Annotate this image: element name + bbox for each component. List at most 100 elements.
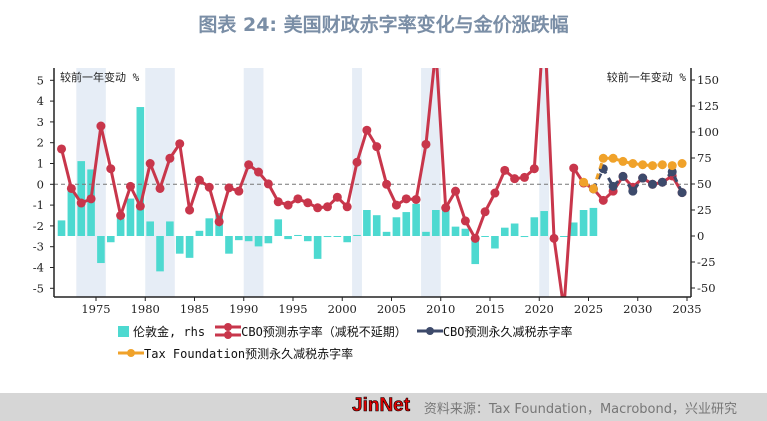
x-tick-label: 1975 [81,302,110,316]
gold-bar [412,203,420,236]
gold-bar [382,231,391,236]
left-tick-label: -4 [33,261,44,275]
data-point [322,202,332,212]
data-point [204,182,214,192]
data-point [106,164,116,174]
data-point [628,186,638,196]
left-tick-label: 2 [37,136,44,150]
gold-bar [363,210,371,236]
gold-bar [343,236,351,243]
recession-band [243,68,264,297]
series-line-2 [592,165,684,194]
legend-swatch-line [215,323,242,339]
gold-bar [185,236,194,258]
footer: 资料来源：Tax Foundation，Macrobond，兴业研究 JinNe… [0,393,767,421]
x-tick-label: 2005 [377,302,406,316]
data-point [303,198,313,208]
left-tick-label: 0 [37,177,44,191]
legend-item-gold: 伦敦金, rhs [118,323,205,340]
data-point [540,13,549,22]
gold-bar [156,236,164,272]
data-point [263,179,273,189]
data-point [677,159,687,168]
data-point [332,192,342,202]
data-point [411,194,421,204]
gold-bar [126,198,135,236]
gold-bar [274,219,283,236]
gold-bar [471,236,480,265]
data-point [667,161,677,171]
data-point [549,233,559,243]
data-point [608,181,618,191]
data-point [500,165,510,175]
right-tick-label: 100 [697,125,719,139]
data-point [135,201,145,211]
gold-bar [313,236,322,259]
gold-bar [225,236,233,254]
data-point [283,200,293,210]
data-point [86,194,96,204]
data-point [145,159,155,168]
data-point [116,211,126,220]
legend-label: CBO预测永久减税赤字率 [442,324,573,339]
gold-bar [461,228,470,236]
data-point [657,177,667,187]
data-point [362,125,372,135]
data-point [648,179,658,189]
data-point [638,160,648,170]
data-point [677,188,687,198]
data-point [667,167,677,177]
gold-bar [402,212,411,236]
data-point [638,173,648,183]
data-point [510,174,520,184]
gold-bar [106,236,115,243]
data-point [431,45,440,54]
data-point [559,305,568,314]
source-note: 资料来源：Tax Foundation，Macrobond，兴业研究 [423,402,737,417]
data-point [470,233,480,243]
gold-bar [540,211,548,236]
legend-swatch-line [118,349,144,357]
data-point [224,183,234,193]
gold-bar [353,234,361,236]
gold-bar [244,236,253,242]
gold-bar [57,220,66,236]
right-tick-label: 50 [697,177,712,191]
gold-bar [235,236,243,241]
series-line-1 [60,68,684,297]
right-tick-label: 0 [697,229,704,243]
x-tick-label: 1990 [229,302,258,316]
data-point [96,121,106,131]
x-tick-label: 2020 [525,302,554,316]
data-point [175,139,185,149]
data-point [185,205,195,215]
data-point [165,153,175,163]
data-point [273,197,283,207]
legend: 伦敦金, rhs CBO预测赤字率（减税不延期） CBO预测永久减税赤字率 Ta… [118,320,583,364]
data-point [76,198,86,208]
gold-bar [175,236,184,254]
left-tick-label: 5 [37,73,44,87]
data-point [598,153,608,163]
data-point [401,194,411,204]
data-point [608,153,618,163]
data-point [66,183,76,193]
data-point [194,175,204,185]
gold-bar [481,236,489,237]
data-point [519,172,529,182]
gold-bar [432,210,440,236]
left-tick-label: -1 [33,198,44,212]
recession-band [421,68,441,297]
right-tick-label: 25 [697,203,712,217]
gold-bar [560,236,568,237]
legend-item-cbo: CBO预测赤字率（减税不延期） [215,323,407,340]
gold-bar [392,217,401,236]
data-point [588,184,598,194]
gold-bar [195,230,204,236]
gold-bar [284,236,292,240]
gold-bar [254,236,263,247]
data-point [293,194,303,204]
data-point [214,217,224,227]
data-point [342,202,352,212]
gold-bar [441,210,450,236]
